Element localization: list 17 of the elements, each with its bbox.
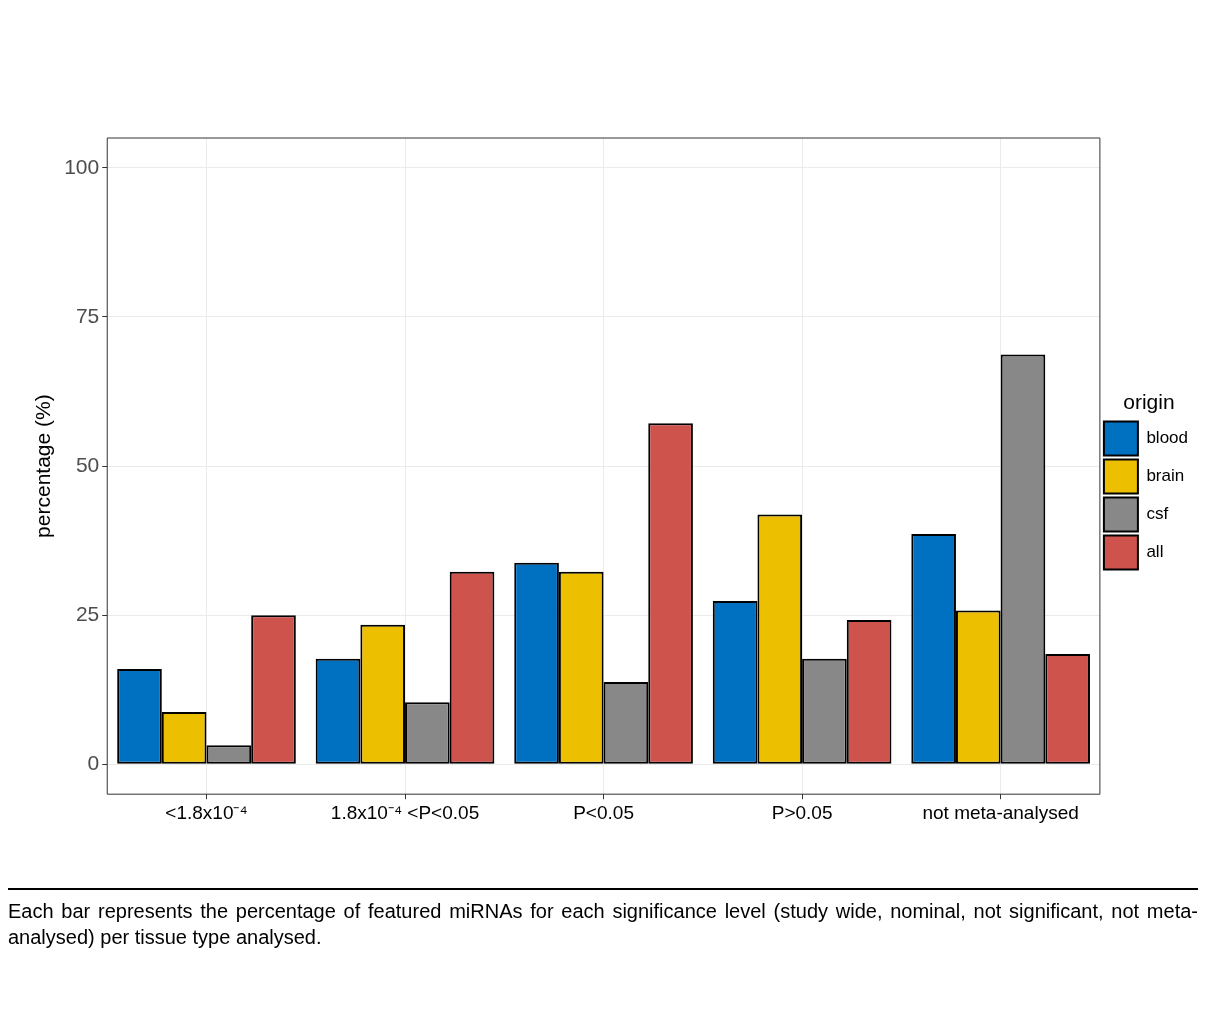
y-tick-label: 50: [75, 452, 100, 476]
x-tick-label: <1.8x10⁻⁴: [165, 801, 248, 823]
y-tick-label: 0: [87, 751, 100, 775]
y-axis-title: percentage (%): [31, 394, 55, 538]
y-tick-label: 75: [75, 303, 100, 327]
y-tick-label: 100: [64, 154, 100, 178]
legend-label: brain: [1146, 466, 1185, 486]
x-tick-label: P>0.05: [771, 801, 833, 823]
legend-label: blood: [1146, 428, 1189, 448]
x-tick-label: P<0.05: [573, 801, 634, 823]
x-tick-label: 1.8x10⁻⁴ <P<0.05: [330, 801, 480, 823]
legend-label: csf: [1146, 504, 1169, 524]
text: Each bar represents the percentage of featured miRNAs for each significance level (study wide, nominal, not significant, not meta-analysed) per tissue type analysed.: [8, 899, 1198, 950]
x-tick-label: not meta-analysed: [922, 801, 1079, 823]
legend-label: all: [1146, 542, 1164, 562]
legend-title: origin: [1123, 389, 1175, 413]
y-tick-label: 25: [75, 602, 100, 626]
